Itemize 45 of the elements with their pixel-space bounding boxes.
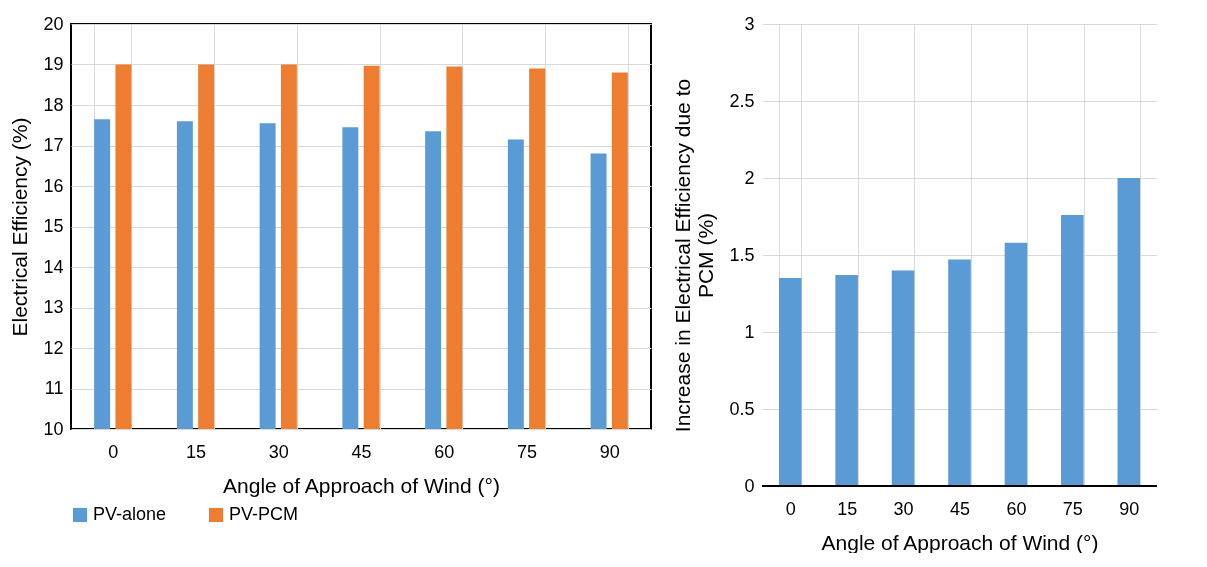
x-tick-label: 45 (949, 498, 971, 519)
y-tick-label: 14 (43, 256, 64, 277)
x-tick-label: 15 (186, 441, 207, 462)
y-tick-label: 19 (43, 54, 64, 74)
legend-label: PV-PCM (229, 504, 299, 524)
y-axis-title: Increase in Electrical Efficiency due to PCM (%) (671, 78, 718, 433)
bar (778, 278, 802, 486)
y-tick-label: 3 (744, 13, 755, 34)
x-tick-label: 75 (516, 441, 537, 462)
y-tick-label: 12 (43, 337, 64, 358)
y-tick-label: 0.5 (729, 398, 755, 419)
bar (1117, 178, 1141, 486)
x-axis-title: Angle of Approach of Wind (°) (821, 530, 1099, 554)
x-tick-label: 30 (268, 441, 289, 462)
y-tick-label: 10 (43, 418, 64, 439)
x-tick-label: 30 (893, 498, 914, 519)
y-tick-label: 2 (744, 167, 755, 188)
x-tick-label: 45 (351, 441, 372, 462)
y-tick-label: 1.5 (729, 244, 755, 265)
x-tick-label: 60 (1006, 498, 1027, 519)
y-tick-label: 15 (43, 216, 64, 236)
y-tick-label: 11 (44, 378, 64, 398)
x-tick-label: 0 (108, 441, 119, 462)
bar (1061, 214, 1084, 486)
bar (835, 275, 858, 486)
bar (891, 270, 915, 486)
y-tick-label: 16 (43, 175, 64, 196)
y-tick-label: 17 (43, 135, 64, 155)
x-tick-label: 75 (1062, 498, 1083, 519)
x-axis-title: Angle of Approach of Wind (°) (223, 473, 500, 497)
x-tick-label: 15 (837, 498, 858, 519)
legend-label: PV-alone (93, 504, 167, 524)
x-tick-label: 60 (434, 441, 455, 462)
bar (1004, 242, 1028, 486)
y-tick-label: 13 (43, 297, 64, 317)
y-tick-label: 0 (744, 475, 755, 496)
y-tick-label: 20 (43, 13, 64, 34)
y-axis-title: Electrical Efficiency (%) (8, 117, 32, 337)
x-tick-label: 90 (599, 441, 620, 462)
x-tick-label: 90 (1119, 498, 1140, 519)
y-tick-label: 2.5 (729, 90, 755, 111)
y-tick-label: 1 (744, 321, 755, 342)
bar (948, 259, 971, 486)
x-tick-label: 0 (785, 498, 796, 519)
y-tick-label: 18 (43, 94, 64, 115)
